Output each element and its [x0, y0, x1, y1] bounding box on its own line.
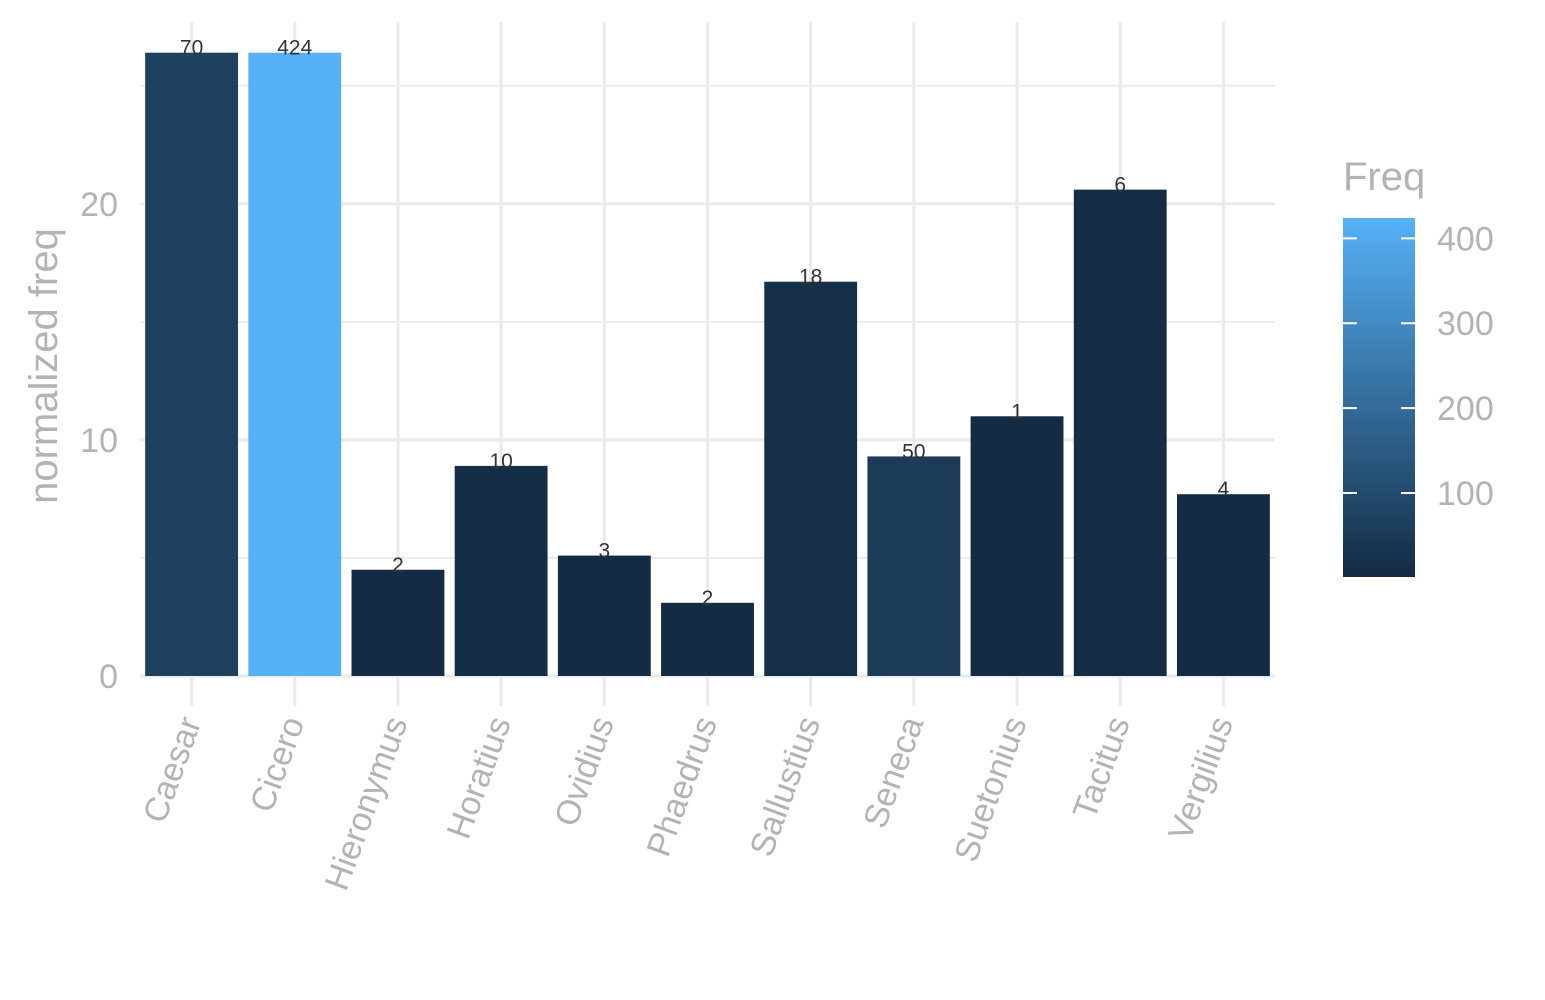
x-tick-label: Seneca — [856, 712, 931, 833]
x-tick-label: Suetonius — [947, 712, 1034, 867]
y-axis-ticks: 0 10 20 — [80, 186, 118, 696]
bar-cicero — [248, 52, 342, 677]
x-tick-label: Hieronymus — [318, 712, 416, 895]
x-tick-label: Tacitus — [1066, 712, 1138, 824]
x-tick-label: Ovidius — [547, 712, 621, 832]
x-tick-label: Horatius — [440, 712, 519, 844]
x-tick-label: Phaedrus — [640, 712, 725, 862]
y-tick-label: 20 — [80, 186, 118, 224]
legend-title: Freq — [1343, 155, 1425, 199]
data-label: 1 — [1011, 400, 1023, 423]
y-tick-label: 0 — [99, 658, 118, 696]
bar-seneca — [867, 456, 961, 676]
x-tick-label: Vergilius — [1161, 712, 1241, 846]
data-label: 424 — [277, 37, 312, 60]
bar-tacitus — [1073, 189, 1167, 676]
bars — [145, 52, 1270, 677]
bar-caesar — [145, 52, 239, 677]
bar-vergilius — [1176, 494, 1270, 676]
bar-ovidius — [557, 555, 651, 676]
data-label: 2 — [392, 554, 404, 577]
legend-tick-label: 200 — [1437, 390, 1494, 428]
legend: Freq 100 200 300 400 — [1343, 155, 1494, 577]
bar-sallustius — [764, 281, 858, 676]
x-tick-label: Sallustius — [743, 712, 828, 862]
data-label: 3 — [598, 540, 610, 563]
data-label: 4 — [1218, 478, 1230, 501]
data-label: 2 — [702, 587, 714, 610]
data-label: 18 — [799, 266, 822, 289]
x-axis-ticks: Caesar Cicero Hieronymus Horatius Ovidius Pha… — [136, 712, 1241, 896]
data-label: 6 — [1114, 174, 1126, 197]
legend-tick-label: 100 — [1437, 475, 1494, 513]
data-label: 10 — [489, 450, 512, 473]
y-tick-label: 10 — [80, 422, 118, 460]
data-labels: 70 424 2 10 3 2 18 50 1 6 4 — [180, 37, 1230, 610]
y-axis-title: normalized freq — [22, 228, 66, 504]
bar-suetonius — [970, 416, 1064, 676]
data-label: 50 — [902, 440, 925, 463]
x-tick-label: Caesar — [136, 712, 209, 828]
bar-hieronymus — [351, 569, 445, 676]
legend-tick-label: 300 — [1437, 305, 1494, 343]
legend-colorbar — [1343, 218, 1415, 577]
bar-horatius — [454, 465, 548, 676]
legend-tick-label: 400 — [1437, 220, 1494, 258]
x-tick-label: Cicero — [243, 712, 312, 817]
data-label: 70 — [180, 37, 203, 60]
bar-phaedrus — [661, 602, 754, 676]
legend-ticks: 100 200 300 400 — [1343, 220, 1494, 513]
